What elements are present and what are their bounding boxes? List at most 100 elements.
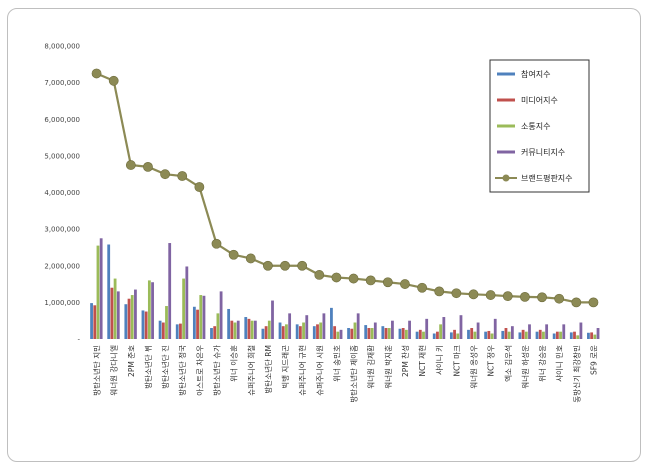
category-label: 엑소 김우석 (503, 345, 513, 382)
category-label: 방탄소년단 제이홉 (349, 345, 359, 403)
bar-1 (552, 333, 556, 339)
category-label: 워너원 강다니엘 (109, 345, 119, 396)
bar-4 (356, 313, 360, 339)
x-axis-labels: 방탄소년단 지민 워너원 강다니엘 2PM 준호 방탄소년단 뷔 방탄소년단 진 방탄소년… (92, 345, 599, 403)
legend-label: 참여지수 (521, 69, 550, 79)
bar-1 (278, 322, 282, 339)
y-tick-label: 3,000,000 (44, 226, 80, 234)
category-label: 워너원 박지훈 (383, 345, 393, 389)
bar-4 (116, 291, 120, 339)
bar-2 (573, 331, 576, 339)
bar-3 (473, 331, 477, 339)
bar-4 (134, 289, 137, 339)
brand-index-point (554, 293, 565, 304)
brand-index-point (417, 282, 427, 293)
y-tick-label: 4,000,000 (44, 189, 80, 197)
category-label: 방탄소년단 슈가 (212, 345, 222, 396)
bar-3 (130, 295, 134, 339)
brand-index-point (297, 260, 308, 271)
bar-3 (250, 320, 254, 339)
bar-3 (113, 278, 117, 339)
brand-index-point (451, 288, 462, 299)
bar-3 (267, 320, 271, 339)
bar-2 (316, 324, 319, 339)
bar-1 (107, 244, 111, 339)
brand-index-point (160, 169, 170, 180)
bar-2 (401, 328, 405, 339)
bar-4 (322, 313, 326, 339)
brand-index-point (91, 68, 102, 79)
category-label: 아스트로 차은우 (194, 345, 204, 396)
brand-index-point (245, 253, 256, 264)
bar-2 (538, 329, 542, 339)
bar-1 (364, 325, 368, 339)
y-tick-label: 6,000,000 (44, 116, 80, 124)
brand-index-point (365, 275, 376, 286)
bar-1 (192, 306, 196, 339)
brand-index-point (348, 273, 359, 284)
bar-4 (202, 295, 206, 339)
bar-4 (236, 320, 240, 339)
bar-1 (347, 328, 350, 339)
bar-1 (261, 328, 265, 339)
bar-3 (147, 280, 151, 339)
legend-marker (502, 174, 510, 182)
category-label: 워너원 김재환 (366, 345, 376, 389)
bar-2 (247, 318, 251, 339)
bar-1 (158, 320, 162, 339)
brand-index-point (485, 290, 496, 300)
brand-index-point (194, 182, 205, 192)
bar-1 (501, 330, 505, 339)
bar-1 (227, 308, 231, 339)
bar-2 (367, 328, 371, 339)
brand-index-point (177, 171, 188, 181)
category-label: SF9 로운 (589, 345, 598, 375)
bar-1 (484, 331, 488, 339)
bar-3 (336, 331, 340, 339)
bar-4 (408, 320, 411, 339)
bar-4 (425, 318, 429, 339)
bar-4 (99, 238, 103, 339)
legend-label: 브랜드평판지수 (521, 173, 573, 183)
y-tick-label: 2,000,000 (44, 262, 80, 270)
category-label: 위너 강승윤 (537, 345, 547, 382)
legend-label: 소통지수 (521, 122, 550, 131)
bar-4 (459, 315, 463, 339)
bar-3 (542, 331, 545, 339)
bar-3 (302, 322, 305, 339)
brand-index-point (228, 249, 239, 260)
bar-1 (569, 332, 573, 339)
bar-1 (398, 328, 402, 339)
brand-index-point (537, 292, 547, 303)
bar-4 (476, 322, 480, 339)
brand-index-point (314, 270, 325, 280)
bar-1 (518, 332, 522, 339)
brand-index-point (280, 260, 290, 271)
y-tick-label: - (77, 336, 80, 344)
category-label: 워너원 옹성우 (469, 345, 479, 389)
bar-1 (449, 332, 453, 339)
bar-2 (436, 331, 439, 339)
bar-2 (93, 305, 97, 339)
brand-index-point (143, 161, 153, 172)
category-label: NCT 재현 (418, 345, 427, 377)
brand-index-point (211, 238, 222, 249)
category-label: 2PM 준호 (127, 345, 136, 377)
bar-4 (168, 243, 172, 339)
bar-2 (418, 329, 422, 339)
y-tick-label: 7,000,000 (44, 79, 80, 87)
bar-3 (285, 324, 288, 339)
bar-2 (453, 329, 456, 339)
bar-4 (339, 329, 343, 339)
bar-3 (507, 331, 511, 339)
category-label: 빅뱅 지드래곤 (280, 345, 290, 389)
bar-3 (439, 324, 443, 339)
bar-3 (456, 333, 460, 339)
bar-4 (596, 328, 600, 339)
bar-3 (422, 331, 425, 339)
bar-1 (587, 332, 590, 339)
category-label: 2PM 찬성 (400, 345, 410, 377)
bars (90, 238, 600, 339)
bar-2 (504, 328, 508, 339)
